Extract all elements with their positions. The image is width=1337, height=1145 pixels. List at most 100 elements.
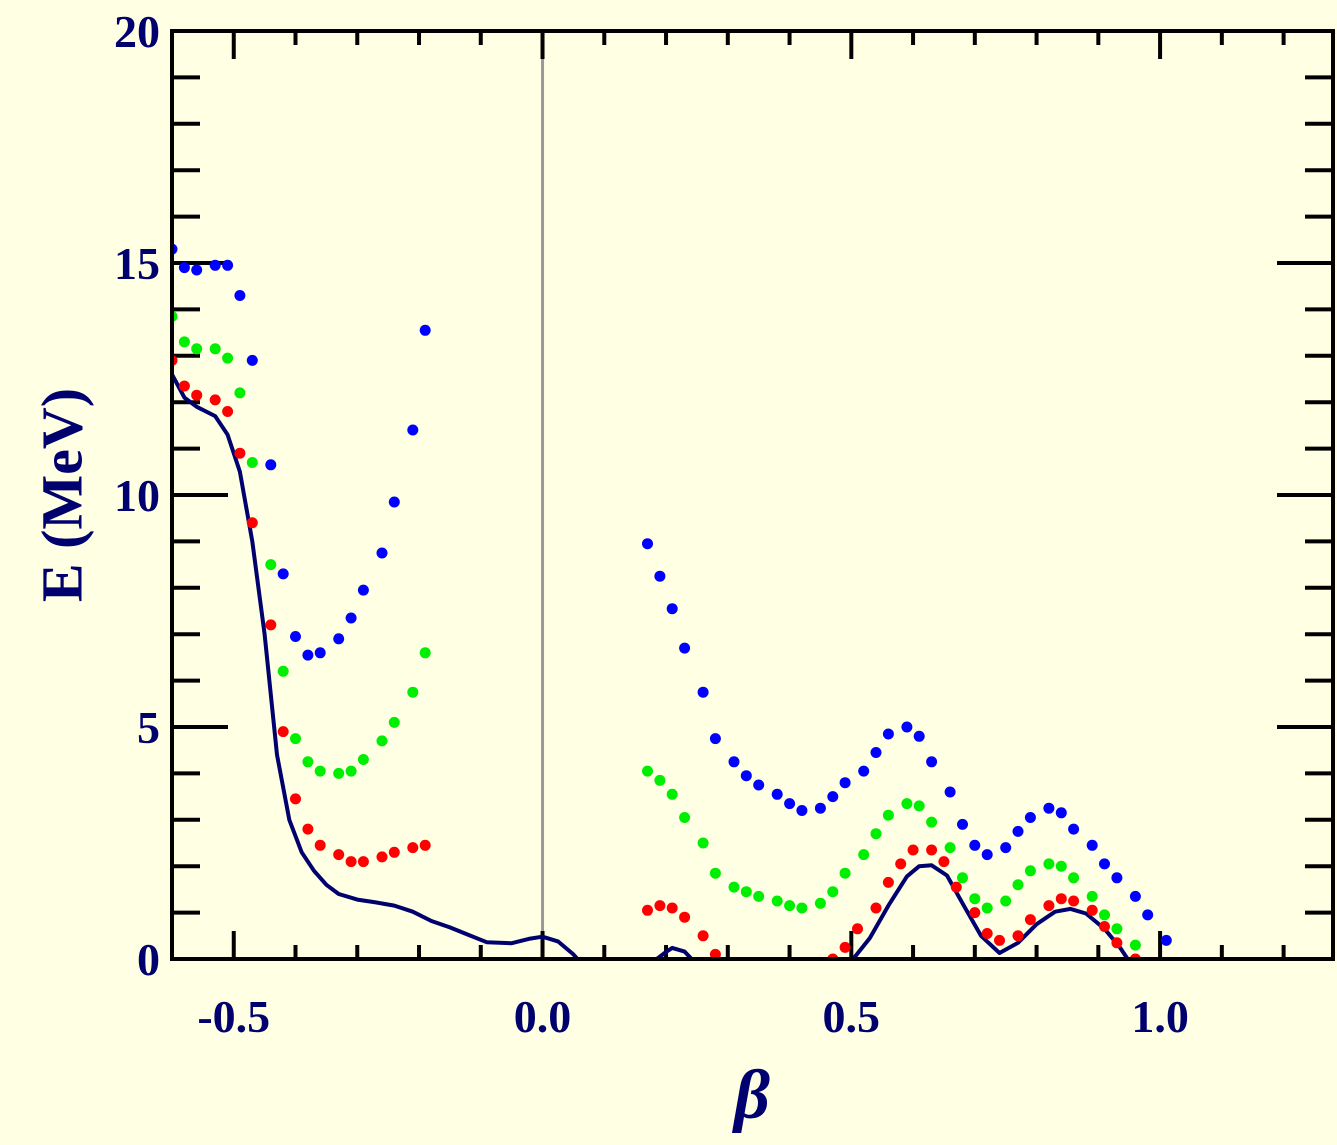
- data-point: [209, 259, 221, 271]
- data-point: [882, 728, 894, 740]
- data-point: [1068, 895, 1080, 907]
- data-point: [1043, 802, 1055, 814]
- data-point: [913, 800, 925, 812]
- data-point: [1111, 872, 1123, 884]
- data-point: [666, 603, 678, 615]
- data-point: [234, 387, 246, 399]
- data-point: [191, 389, 203, 401]
- data-point: [357, 856, 369, 868]
- data-point: [969, 839, 981, 851]
- data-point: [1160, 934, 1172, 946]
- data-point: [388, 716, 400, 728]
- data-point: [407, 686, 419, 698]
- data-point: [1000, 895, 1012, 907]
- data-point: [926, 844, 938, 856]
- data-point: [827, 886, 839, 898]
- data-point: [1043, 900, 1055, 912]
- data-point: [969, 907, 981, 919]
- data-point: [1129, 890, 1141, 902]
- data-point: [209, 343, 221, 355]
- data-point: [679, 911, 691, 923]
- data-point: [419, 647, 431, 659]
- data-point: [709, 948, 721, 959]
- data-point: [895, 858, 907, 870]
- data-point: [178, 380, 190, 392]
- data-point: [907, 844, 919, 856]
- data-point: [642, 904, 653, 916]
- data-point: [246, 517, 258, 529]
- data-point: [679, 812, 691, 823]
- data-point: [858, 765, 870, 777]
- data-point: [290, 631, 301, 642]
- data-point: [265, 559, 277, 571]
- data-point: [1024, 812, 1036, 823]
- data-point: [870, 747, 882, 758]
- data-point: [302, 823, 314, 835]
- curve-line: [653, 945, 695, 959]
- data-point: [994, 934, 1005, 946]
- data-point: [827, 791, 839, 803]
- data-point: [290, 733, 301, 745]
- data-point: [314, 765, 326, 777]
- data-point: [1086, 839, 1098, 851]
- data-point: [666, 788, 678, 800]
- data-point: [882, 876, 894, 888]
- data-point: [1068, 872, 1080, 884]
- data-point: [796, 902, 808, 914]
- data-point: [1142, 909, 1154, 921]
- data-point: [957, 872, 968, 884]
- data-point: [728, 881, 740, 893]
- x-tick-label: 0.5: [823, 991, 881, 1042]
- data-point: [784, 798, 796, 810]
- data-point: [265, 459, 277, 471]
- plot-frame: [170, 29, 1335, 961]
- y-tick-label: 20: [114, 6, 160, 57]
- data-point: [407, 424, 419, 436]
- data-point: [901, 798, 913, 810]
- data-point: [1099, 909, 1110, 921]
- curve-line: [850, 863, 1131, 959]
- data-point: [333, 633, 345, 645]
- data-point: [1012, 825, 1024, 837]
- data-point: [376, 547, 388, 559]
- data-point: [950, 881, 962, 893]
- data-point: [333, 767, 345, 779]
- data-point: [419, 839, 431, 851]
- data-point: [209, 394, 221, 406]
- data-point: [969, 893, 981, 905]
- y-axis-title: E (MeV): [29, 388, 94, 602]
- data-point: [314, 839, 326, 851]
- data-point: [357, 584, 369, 596]
- data-point: [1111, 923, 1123, 935]
- data-point: [679, 642, 691, 654]
- data-point: [1086, 904, 1098, 916]
- data-point: [642, 765, 653, 777]
- data-marks: [172, 243, 1172, 959]
- data-point: [1099, 921, 1110, 932]
- data-point: [345, 765, 357, 777]
- data-point: [1024, 914, 1036, 926]
- data-point: [246, 354, 258, 366]
- data-point: [376, 735, 388, 747]
- data-point: [1099, 858, 1110, 870]
- y-tick-label: 15: [114, 238, 160, 289]
- x-tick-label: 1.0: [1131, 991, 1189, 1042]
- data-point: [222, 352, 234, 364]
- data-point: [357, 754, 369, 765]
- data-point: [882, 809, 894, 821]
- data-point: [1129, 939, 1141, 951]
- data-point: [852, 923, 863, 935]
- y-tick-label: 0: [137, 934, 160, 985]
- data-point: [191, 264, 203, 276]
- data-point: [290, 793, 301, 805]
- data-point: [277, 665, 289, 677]
- data-point: [345, 856, 357, 868]
- curve-line: [172, 373, 581, 959]
- data-point: [333, 849, 345, 861]
- data-point: [302, 649, 314, 661]
- data-point: [314, 647, 326, 659]
- data-point: [277, 568, 289, 580]
- data-point: [697, 930, 709, 942]
